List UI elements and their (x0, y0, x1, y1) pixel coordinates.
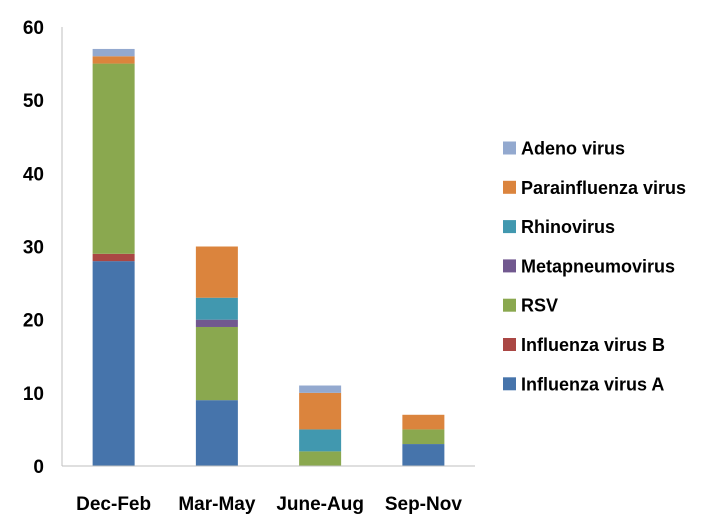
y-tick-label: 10 (23, 384, 44, 405)
y-tick-label: 50 (23, 91, 44, 112)
bar-segment (402, 414, 445, 430)
bar-segment (195, 297, 238, 320)
legend-swatch (503, 259, 516, 273)
bar-segment (92, 48, 135, 57)
bar-segment (299, 451, 342, 466)
bar-segment (402, 444, 445, 466)
legend-swatch (503, 377, 516, 391)
y-tick-label: 20 (23, 311, 44, 332)
legend-swatch (503, 180, 516, 194)
bars (92, 48, 445, 466)
legend-label: Parainfluenza virus (521, 178, 686, 198)
bar-segment (195, 400, 238, 466)
legend-label: Influenza virus B (521, 335, 665, 355)
y-axis-tick-labels: 0 10 20 30 40 50 60 (23, 18, 44, 478)
bar-segment (195, 319, 238, 327)
x-tick-label: Dec-Feb (76, 494, 151, 515)
legend-label: Metapneumovirus (521, 256, 675, 276)
bar-segment (299, 429, 342, 452)
legend-swatch (503, 338, 516, 351)
x-axis-tick-labels: Dec-Feb Mar-May June-Aug Sep-Nov (76, 494, 462, 515)
legend-label: Influenza virus A (521, 374, 664, 394)
y-tick-label: 0 (33, 457, 44, 478)
y-tick-label: 60 (23, 18, 44, 39)
bar-segment (92, 261, 135, 466)
bar-segment (195, 246, 238, 298)
bar-segment (92, 63, 135, 254)
legend-label: Adeno virus (521, 139, 625, 159)
bar-segment (402, 429, 445, 445)
bar-segment (299, 392, 342, 430)
legend-swatch (503, 298, 516, 312)
legend: Adeno virus Parainfluenza virus Rhinovirus… (503, 139, 686, 394)
bar-segment (195, 326, 238, 401)
bar-segment (92, 56, 135, 64)
bar-segment (92, 253, 135, 262)
legend-swatch (503, 141, 516, 155)
x-tick-label: June-Aug (276, 494, 364, 515)
legend-label: RSV (521, 296, 558, 316)
legend-swatch (503, 220, 516, 234)
y-tick-label: 30 (23, 238, 44, 259)
bar-segment (299, 385, 342, 393)
y-tick-label: 40 (23, 164, 44, 185)
x-tick-label: Sep-Nov (385, 494, 463, 515)
legend-label: Rhinovirus (521, 217, 615, 237)
x-tick-label: Mar-May (178, 494, 256, 515)
